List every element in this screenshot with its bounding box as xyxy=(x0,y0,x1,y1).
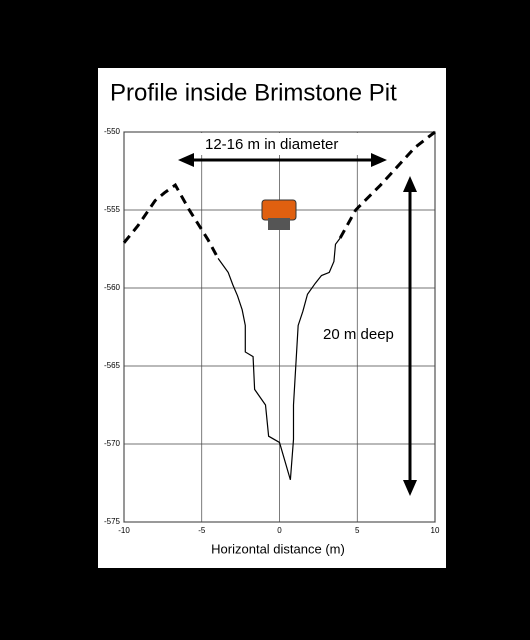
y-tick-label: -560 xyxy=(104,283,121,292)
annotation: 20 m deep xyxy=(323,326,394,343)
dashed-line xyxy=(122,182,220,260)
rov-body xyxy=(261,199,297,221)
dashed-line xyxy=(338,130,436,239)
chart-title: Profile inside Brimstone Pit xyxy=(110,79,397,106)
rov-base xyxy=(268,218,290,230)
y-tick-label: -570 xyxy=(104,439,121,448)
arrow-head xyxy=(403,480,417,496)
y-tick-label: -565 xyxy=(104,361,121,370)
y-tick-label: -555 xyxy=(104,205,121,214)
x-tick-label: 0 xyxy=(277,526,282,535)
x-tick-label: -5 xyxy=(198,526,206,535)
arrow-head xyxy=(403,176,417,192)
y-tick-label: -575 xyxy=(104,517,121,526)
label-bg xyxy=(200,133,360,155)
arrows xyxy=(178,153,417,496)
x-axis-label: Horizontal distance (m) xyxy=(211,541,345,556)
profile-line xyxy=(217,237,341,481)
annotation: 12-16 m in diameter xyxy=(205,136,338,153)
rov xyxy=(261,199,297,230)
x-tick-label: 5 xyxy=(355,526,360,535)
y-tick-label: -550 xyxy=(104,127,121,136)
arrow-head xyxy=(178,153,194,167)
x-tick-label: 10 xyxy=(431,526,440,535)
x-tick-label: -10 xyxy=(118,526,130,535)
arrow-head xyxy=(371,153,387,167)
y-axis-label: depth (m) xyxy=(83,342,98,398)
plot-area: -10 -5 0 5 10 -575 -570 -565 -560 -555 -550 xyxy=(104,127,440,535)
